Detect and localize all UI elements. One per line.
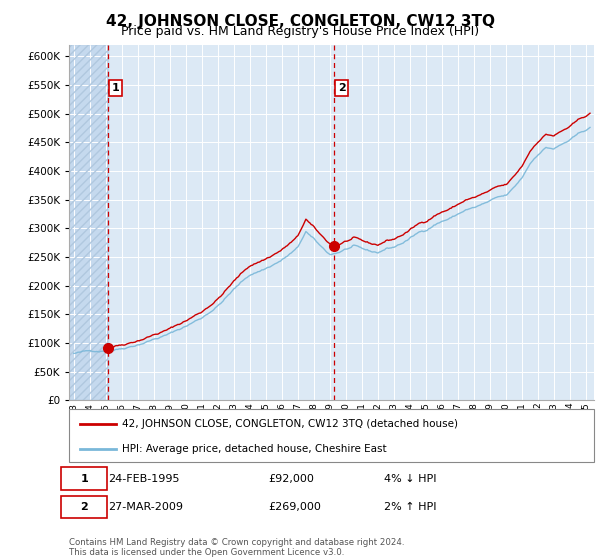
Text: £269,000: £269,000 (269, 502, 322, 512)
Text: 1: 1 (80, 474, 88, 483)
Text: 42, JOHNSON CLOSE, CONGLETON, CW12 3TQ (detached house): 42, JOHNSON CLOSE, CONGLETON, CW12 3TQ (… (121, 419, 458, 429)
Text: 1: 1 (112, 83, 119, 93)
Text: £92,000: £92,000 (269, 474, 314, 483)
Text: 42, JOHNSON CLOSE, CONGLETON, CW12 3TQ: 42, JOHNSON CLOSE, CONGLETON, CW12 3TQ (106, 14, 494, 29)
Bar (69, 45, 108, 400)
Text: Contains HM Land Registry data © Crown copyright and database right 2024.
This d: Contains HM Land Registry data © Crown c… (69, 538, 404, 557)
Text: Price paid vs. HM Land Registry's House Price Index (HPI): Price paid vs. HM Land Registry's House … (121, 25, 479, 38)
Text: 2: 2 (338, 83, 346, 93)
Text: HPI: Average price, detached house, Cheshire East: HPI: Average price, detached house, Ches… (121, 444, 386, 454)
Text: 2% ↑ HPI: 2% ↑ HPI (384, 502, 437, 512)
FancyBboxPatch shape (61, 496, 107, 518)
Text: 2: 2 (80, 502, 88, 512)
Bar (69, 45, 108, 400)
Text: 4% ↓ HPI: 4% ↓ HPI (384, 474, 437, 483)
FancyBboxPatch shape (69, 409, 594, 462)
FancyBboxPatch shape (61, 468, 107, 489)
Text: 27-MAR-2009: 27-MAR-2009 (109, 502, 184, 512)
Text: 24-FEB-1995: 24-FEB-1995 (109, 474, 180, 483)
